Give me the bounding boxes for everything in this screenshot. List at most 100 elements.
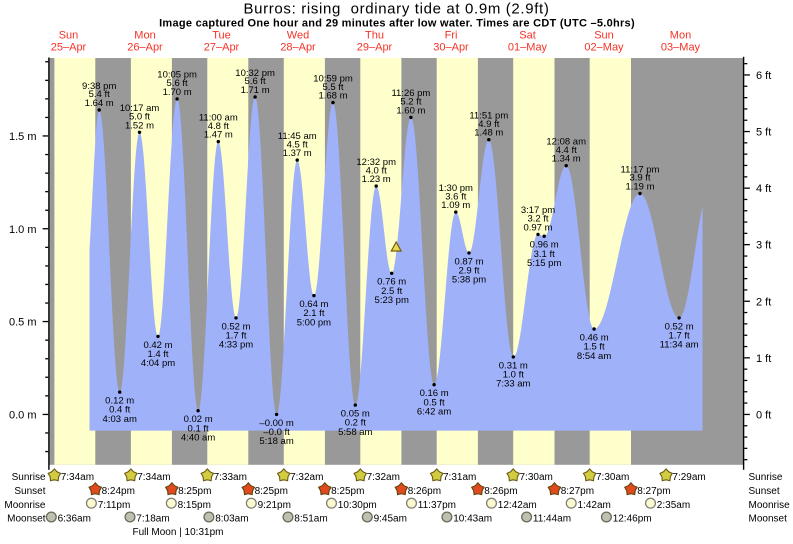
svg-text:7:32am: 7:32am [367,472,400,483]
svg-text:0.05 m: 0.05 m [341,409,370,420]
svg-text:6:42 am: 6:42 am [417,407,451,418]
svg-text:0.2 ft: 0.2 ft [345,418,366,429]
svg-text:Sunrise: Sunrise [749,472,783,483]
svg-text:27–Apr: 27–Apr [204,42,240,54]
svg-text:5:15 pm: 5:15 pm [527,258,561,269]
svg-text:0.16 m: 0.16 m [420,388,449,399]
svg-text:4:40 am: 4:40 am [181,433,215,444]
svg-text:Moonset: Moonset [749,514,788,525]
svg-text:7:18am: 7:18am [136,514,169,525]
svg-text:10:43am: 10:43am [453,514,492,525]
svg-text:0.0 m: 0.0 m [9,409,37,421]
svg-text:03–May: 03–May [661,42,701,54]
svg-text:1.47 m: 1.47 m [204,130,233,141]
svg-text:1 ft: 1 ft [756,353,771,365]
svg-text:1.0 ft: 1.0 ft [503,370,524,381]
svg-text:5 ft: 5 ft [756,127,771,139]
svg-text:11:45 am: 11:45 am [278,131,317,142]
svg-text:Wed: Wed [287,30,309,42]
svg-text:1.7 ft: 1.7 ft [225,331,246,342]
svg-text:5.0 ft: 5.0 ft [129,112,150,123]
svg-text:4:03 am: 4:03 am [103,414,137,425]
svg-text:30–Apr: 30–Apr [433,42,469,54]
svg-text:1.34 m: 1.34 m [552,154,581,165]
svg-text:0.52 m: 0.52 m [665,321,694,332]
svg-text:12:08 am: 12:08 am [546,137,586,148]
svg-text:7:33 am: 7:33 am [496,379,530,390]
svg-text:8:27pm: 8:27pm [561,486,594,497]
svg-text:4:04 pm: 4:04 pm [141,358,175,369]
svg-text:10:32 pm: 10:32 pm [235,68,275,79]
svg-text:0 ft: 0 ft [756,409,771,421]
svg-text:2 ft: 2 ft [756,296,771,308]
svg-text:4.9 ft: 4.9 ft [478,119,499,130]
svg-text:Mon: Mon [134,30,155,42]
svg-text:0.76 m: 0.76 m [377,277,406,288]
svg-text:7:34am: 7:34am [61,472,94,483]
svg-text:Burros: rising ordinary tide: Burros: rising ordinary tide at 0.9m (2.… [243,1,549,18]
svg-text:1.48 m: 1.48 m [474,128,503,139]
svg-text:6:36am: 6:36am [58,514,91,525]
svg-text:1.5 ft: 1.5 ft [584,342,605,353]
svg-text:Sunrise: Sunrise [12,472,46,483]
svg-text:5:23 pm: 5:23 pm [375,295,409,306]
svg-text:0.87 m: 0.87 m [454,256,483,267]
svg-text:8:24pm: 8:24pm [102,486,135,497]
svg-text:5:00 pm: 5:00 pm [297,317,331,328]
svg-text:9:38 pm: 9:38 pm [82,81,116,92]
svg-text:7:34am: 7:34am [137,472,170,483]
svg-text:29–Apr: 29–Apr [357,42,393,54]
svg-text:11:37pm: 11:37pm [418,500,456,511]
svg-text:1:42am: 1:42am [578,500,611,511]
svg-text:3.6 ft: 3.6 ft [445,191,466,202]
svg-text:Moonrise: Moonrise [4,500,46,511]
svg-text:7:33am: 7:33am [214,472,247,483]
svg-text:7:11pm: 7:11pm [98,500,131,511]
svg-text:5.5 ft: 5.5 ft [322,82,343,93]
svg-text:0.46 m: 0.46 m [580,332,609,343]
svg-text:11:00 am: 11:00 am [199,112,238,123]
svg-text:0.02 m: 0.02 m [184,414,213,425]
svg-text:5:38 pm: 5:38 pm [452,275,486,286]
svg-text:Mon: Mon [670,30,691,42]
svg-text:1.4 ft: 1.4 ft [147,349,168,360]
svg-text:–0.00 m: –0.00 m [259,418,293,429]
svg-text:9:45am: 9:45am [374,514,407,525]
svg-text:1.64 m: 1.64 m [85,98,114,109]
svg-text:1.23 m: 1.23 m [362,174,391,185]
svg-text:5:58 am: 5:58 am [338,427,372,438]
svg-text:8:25pm: 8:25pm [178,486,211,497]
svg-text:1:30 pm: 1:30 pm [439,183,473,194]
svg-text:0.96 m: 0.96 m [530,240,559,251]
svg-text:2.9 ft: 2.9 ft [458,266,479,277]
svg-text:Moonset: Moonset [7,514,46,525]
svg-text:4 ft: 4 ft [756,183,771,195]
svg-text:8:03am: 8:03am [215,514,248,525]
svg-text:1.5 m: 1.5 m [9,131,37,143]
svg-text:8:15pm: 8:15pm [178,500,211,511]
svg-text:Fri: Fri [445,30,458,42]
svg-text:3.1 ft: 3.1 ft [534,249,555,260]
svg-text:12:42am: 12:42am [498,500,537,511]
svg-text:1.71 m: 1.71 m [241,85,270,96]
svg-text:3 ft: 3 ft [756,240,771,252]
svg-text:1.37 m: 1.37 m [283,148,312,159]
svg-text:7:31am: 7:31am [443,472,476,483]
svg-text:02–May: 02–May [584,42,624,54]
svg-text:11:17 pm: 11:17 pm [621,164,660,175]
svg-text:8:54 am: 8:54 am [577,351,611,362]
svg-text:8:26pm: 8:26pm [408,486,441,497]
svg-text:Sun: Sun [594,30,614,42]
svg-text:01–May: 01–May [508,42,548,54]
svg-text:Moonrise: Moonrise [749,500,791,511]
svg-text:Sat: Sat [519,30,536,42]
svg-text:5.6 ft: 5.6 ft [167,78,188,89]
svg-text:3:17 pm: 3:17 pm [521,205,555,216]
svg-text:Sunset: Sunset [749,486,780,497]
svg-text:1.60 m: 1.60 m [396,105,425,116]
svg-text:1.68 m: 1.68 m [318,91,347,102]
svg-text:Thu: Thu [365,30,384,42]
svg-text:12:32 pm: 12:32 pm [356,157,396,168]
svg-text:3.9 ft: 3.9 ft [629,173,650,184]
svg-text:Image captured One hour and 29: Image captured One hour and 29 minutes a… [159,18,635,30]
